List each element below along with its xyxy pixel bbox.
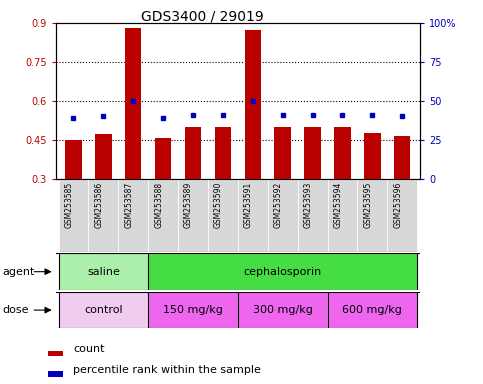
- Text: GSM253590: GSM253590: [214, 182, 223, 228]
- Text: GSM253594: GSM253594: [333, 182, 342, 228]
- Bar: [48, 371, 63, 377]
- Bar: [125, 28, 142, 179]
- Bar: [364, 133, 381, 179]
- Text: GSM253596: GSM253596: [393, 182, 402, 228]
- Bar: [334, 127, 351, 179]
- Text: GSM253587: GSM253587: [124, 182, 133, 228]
- Bar: [208, 179, 238, 252]
- Bar: [185, 127, 201, 179]
- Bar: [88, 179, 118, 252]
- Text: GSM253595: GSM253595: [363, 182, 372, 228]
- Bar: [298, 179, 327, 252]
- Text: 150 mg/kg: 150 mg/kg: [163, 305, 223, 315]
- Text: agent: agent: [2, 266, 35, 277]
- Text: 600 mg/kg: 600 mg/kg: [342, 305, 402, 315]
- Text: GSM253592: GSM253592: [274, 182, 283, 228]
- Text: cephalosporin: cephalosporin: [243, 266, 322, 277]
- Text: dose: dose: [2, 305, 29, 315]
- Text: GDS3400 / 29019: GDS3400 / 29019: [142, 10, 264, 23]
- Bar: [394, 136, 411, 179]
- Text: GSM253588: GSM253588: [154, 182, 163, 228]
- Bar: [155, 138, 171, 179]
- Text: percentile rank within the sample: percentile rank within the sample: [73, 366, 261, 376]
- Text: GSM253593: GSM253593: [304, 182, 313, 228]
- Bar: [148, 292, 238, 328]
- Bar: [387, 179, 417, 252]
- Text: GSM253589: GSM253589: [184, 182, 193, 228]
- Bar: [238, 179, 268, 252]
- Bar: [327, 179, 357, 252]
- Bar: [95, 134, 112, 179]
- Bar: [304, 127, 321, 179]
- Bar: [58, 179, 88, 252]
- Bar: [244, 30, 261, 179]
- Bar: [357, 179, 387, 252]
- Bar: [148, 253, 417, 290]
- Bar: [178, 179, 208, 252]
- Text: GSM253585: GSM253585: [64, 182, 73, 228]
- Text: count: count: [73, 344, 104, 354]
- Bar: [268, 179, 298, 252]
- Bar: [65, 140, 82, 179]
- Bar: [58, 253, 148, 290]
- Text: saline: saline: [87, 266, 120, 277]
- Bar: [238, 292, 327, 328]
- Bar: [48, 351, 63, 356]
- Bar: [118, 179, 148, 252]
- Text: GSM253591: GSM253591: [244, 182, 253, 228]
- Bar: [58, 292, 148, 328]
- Text: GSM253586: GSM253586: [94, 182, 103, 228]
- Bar: [327, 292, 417, 328]
- Bar: [274, 127, 291, 179]
- Text: control: control: [84, 305, 123, 315]
- Bar: [215, 127, 231, 179]
- Text: 300 mg/kg: 300 mg/kg: [253, 305, 313, 315]
- Bar: [148, 179, 178, 252]
